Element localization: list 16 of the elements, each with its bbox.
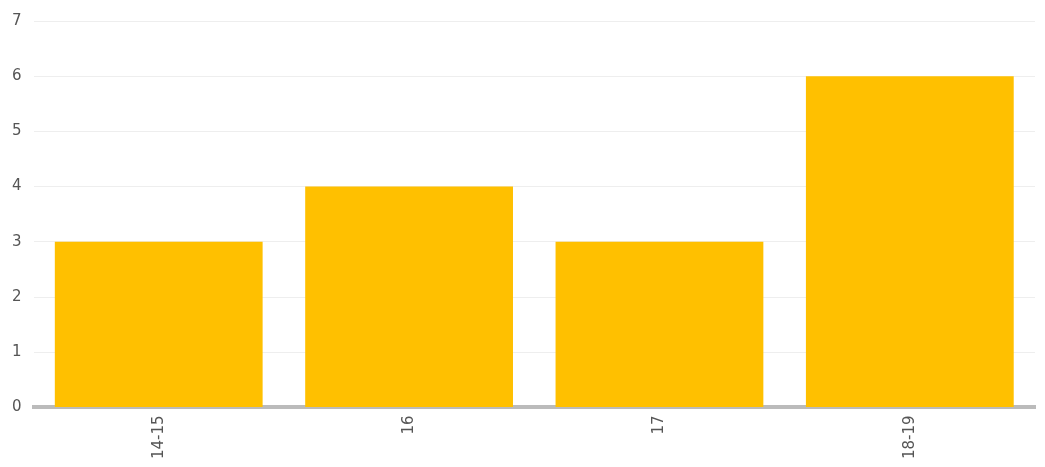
bar	[555, 241, 764, 407]
x-tick-label: 16	[398, 415, 417, 435]
y-tick-label: 4	[12, 176, 22, 195]
x-tick-label: 18-19	[899, 415, 918, 460]
y-tick-label: 3	[12, 231, 22, 250]
bar	[305, 186, 513, 407]
x-tick-label: 14-15	[148, 415, 167, 460]
y-tick-label: 7	[12, 10, 22, 29]
y-tick-label: 6	[12, 66, 22, 85]
y-tick-label: 5	[12, 121, 22, 140]
y-tick-label: 2	[12, 286, 22, 305]
bar	[54, 241, 263, 407]
bar	[805, 76, 1014, 407]
x-tick-label: 17	[649, 415, 668, 435]
y-tick-label: 0	[12, 397, 22, 416]
y-tick-label: 1	[12, 342, 22, 361]
